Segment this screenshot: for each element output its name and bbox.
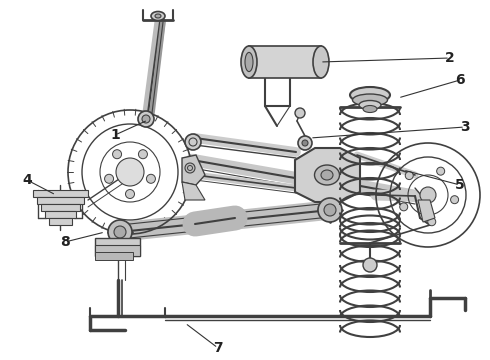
- Circle shape: [185, 163, 195, 173]
- Text: 6: 6: [455, 73, 465, 87]
- Circle shape: [428, 218, 436, 226]
- Circle shape: [405, 172, 413, 180]
- Circle shape: [324, 204, 336, 216]
- Ellipse shape: [352, 94, 388, 106]
- Text: 2: 2: [445, 51, 455, 65]
- Circle shape: [142, 115, 150, 123]
- Circle shape: [116, 158, 144, 186]
- Ellipse shape: [315, 165, 340, 185]
- Bar: [49, 218, 72, 225]
- Bar: [95, 252, 133, 260]
- Circle shape: [298, 136, 312, 150]
- Polygon shape: [182, 155, 205, 185]
- Circle shape: [113, 150, 122, 159]
- Bar: [41, 204, 79, 211]
- Text: 1: 1: [110, 128, 120, 142]
- Text: 8: 8: [60, 235, 70, 249]
- Ellipse shape: [313, 46, 329, 78]
- Bar: [32, 190, 88, 197]
- Circle shape: [318, 198, 342, 222]
- Ellipse shape: [245, 53, 253, 72]
- Ellipse shape: [241, 46, 257, 78]
- Bar: [95, 238, 140, 256]
- Ellipse shape: [155, 14, 161, 18]
- Circle shape: [302, 140, 308, 146]
- Text: 3: 3: [460, 120, 470, 134]
- Circle shape: [147, 174, 155, 183]
- Circle shape: [185, 134, 201, 150]
- Bar: [36, 197, 83, 204]
- Polygon shape: [182, 182, 205, 200]
- Text: 5: 5: [455, 178, 465, 192]
- Ellipse shape: [363, 105, 377, 112]
- Circle shape: [451, 196, 459, 204]
- Bar: [95, 245, 140, 256]
- Ellipse shape: [151, 12, 165, 21]
- Circle shape: [437, 167, 445, 175]
- Ellipse shape: [321, 170, 333, 180]
- Text: 7: 7: [213, 341, 223, 355]
- Circle shape: [138, 111, 154, 127]
- Circle shape: [295, 108, 305, 118]
- Circle shape: [108, 220, 132, 244]
- Circle shape: [114, 226, 126, 238]
- Polygon shape: [249, 46, 321, 78]
- Ellipse shape: [359, 100, 381, 109]
- Ellipse shape: [350, 87, 390, 103]
- Circle shape: [420, 187, 436, 203]
- Circle shape: [363, 258, 377, 272]
- Polygon shape: [418, 200, 435, 222]
- Circle shape: [125, 189, 134, 198]
- Bar: [45, 211, 75, 218]
- Circle shape: [139, 150, 147, 159]
- Text: 4: 4: [22, 173, 32, 187]
- Circle shape: [104, 174, 114, 183]
- Circle shape: [400, 203, 408, 211]
- Polygon shape: [295, 148, 360, 202]
